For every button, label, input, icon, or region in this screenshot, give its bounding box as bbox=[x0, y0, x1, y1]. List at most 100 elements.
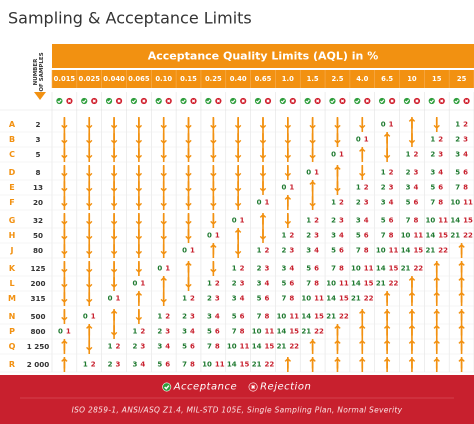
rejection-number: 11 bbox=[289, 313, 299, 321]
rejection-number: 8 bbox=[413, 217, 418, 225]
rejection-number: 4 bbox=[289, 265, 294, 273]
rejection-number: 8 bbox=[190, 361, 195, 369]
code-letter: H bbox=[9, 231, 16, 240]
arrow: ↓ bbox=[207, 165, 219, 181]
reject-icon-glyph bbox=[167, 99, 171, 103]
rejection-number: 2 bbox=[463, 121, 468, 129]
arrow: ↑ bbox=[381, 339, 393, 355]
rejection-number: 8 bbox=[438, 199, 443, 207]
acceptance-number: 2 bbox=[232, 280, 237, 288]
arrow: ↓ bbox=[332, 117, 344, 133]
arrow: ↓ bbox=[108, 243, 120, 259]
rejection-number: 1 bbox=[140, 280, 145, 288]
aql-value: 0.015 bbox=[54, 75, 76, 83]
rejection-number: 15 bbox=[240, 361, 250, 369]
acceptance-number: 21 bbox=[426, 247, 436, 255]
acceptance-number: 3 bbox=[281, 265, 286, 273]
rejection-number: 1 bbox=[289, 184, 294, 192]
acceptance-number: 0 bbox=[58, 328, 63, 336]
arrow: ↑ bbox=[406, 324, 418, 340]
arrow: ↓ bbox=[133, 243, 145, 259]
aql-value: 0.040 bbox=[103, 75, 125, 83]
arrow: ↓ bbox=[59, 276, 71, 292]
aql-value: 0.15 bbox=[180, 75, 197, 83]
arrow: ↓ bbox=[59, 228, 71, 244]
rejection-number: 1 bbox=[389, 121, 394, 129]
accept-icon-glyph bbox=[429, 99, 434, 104]
rejection-number: 2 bbox=[140, 328, 145, 336]
code-letter: K bbox=[9, 264, 16, 273]
acceptance-number: 14 bbox=[401, 247, 411, 255]
arrow: ↓ bbox=[83, 243, 95, 259]
acceptance-number: 0 bbox=[182, 247, 187, 255]
arrow: ↑ bbox=[431, 291, 443, 307]
rejection-number: 11 bbox=[364, 265, 374, 273]
arrow: ↓ bbox=[207, 195, 219, 211]
arrow: ↓ bbox=[232, 165, 244, 181]
rejection-number: 4 bbox=[463, 151, 468, 159]
rejection-number: 22 bbox=[265, 361, 275, 369]
aql-value: 15 bbox=[432, 75, 442, 83]
rejection-number: 1 bbox=[339, 151, 344, 159]
accept-icon-glyph bbox=[181, 99, 186, 104]
rejection-number: 11 bbox=[389, 247, 399, 255]
arrow: ↓ bbox=[59, 213, 71, 229]
arrow: ↓ bbox=[257, 165, 269, 181]
rejection-number: 1 bbox=[190, 247, 195, 255]
acceptance-number: 1 bbox=[406, 151, 411, 159]
acceptance-number: 2 bbox=[455, 136, 460, 144]
rejection-number: 11 bbox=[339, 280, 349, 288]
arrow: ↓ bbox=[108, 261, 120, 277]
arrow: ↑ bbox=[332, 165, 344, 181]
rejection-number: 11 bbox=[314, 295, 324, 303]
arrow: ↓ bbox=[133, 261, 145, 277]
arrow: ↓ bbox=[59, 117, 71, 133]
rejection-number: 15 bbox=[463, 217, 473, 225]
acceptance-number: 5 bbox=[281, 280, 286, 288]
arrow: ↓ bbox=[207, 213, 219, 229]
sample-size: 2 bbox=[35, 120, 40, 129]
arrow: ↑ bbox=[456, 339, 468, 355]
arrow: ↓ bbox=[133, 228, 145, 244]
sample-size: 50 bbox=[33, 231, 43, 240]
acceptance-number: 21 bbox=[301, 328, 311, 336]
acceptance-number: 3 bbox=[455, 151, 460, 159]
rejection-number: 3 bbox=[389, 184, 394, 192]
arrow: ↓ bbox=[59, 180, 71, 196]
sample-size: 1 250 bbox=[27, 342, 50, 351]
acceptance-number: 3 bbox=[306, 247, 311, 255]
arrow: ↑ bbox=[332, 339, 344, 355]
arrow: ↓ bbox=[108, 195, 120, 211]
arrow: ↓ bbox=[59, 195, 71, 211]
rejection-number: 4 bbox=[339, 232, 344, 240]
rejection-number: 6 bbox=[314, 265, 319, 273]
arrow: ↓ bbox=[59, 147, 71, 163]
arrow: ↑ bbox=[332, 357, 344, 373]
arrow: ↑ bbox=[431, 339, 443, 355]
arrow: ↓ bbox=[59, 243, 71, 259]
sample-size: 3 bbox=[35, 135, 40, 144]
rejection-number: 3 bbox=[165, 328, 170, 336]
acceptance-number: 1 bbox=[356, 184, 361, 192]
reject-icon-glyph bbox=[464, 99, 469, 103]
sample-header: NUMBER bbox=[33, 58, 39, 85]
arrow: ↓ bbox=[83, 291, 95, 307]
rejection-number: 6 bbox=[289, 280, 294, 288]
acceptance-number: 21 bbox=[351, 295, 361, 303]
acceptance-number: 14 bbox=[252, 343, 262, 351]
acceptance-number: 7 bbox=[430, 199, 435, 207]
rejection-number: 11 bbox=[240, 343, 250, 351]
acceptance-number: 1 bbox=[331, 199, 336, 207]
arrow: ↑ bbox=[381, 309, 393, 325]
arrow: ↓ bbox=[207, 261, 219, 277]
acceptance-number: 0 bbox=[257, 199, 262, 207]
arrow: ↓ bbox=[232, 180, 244, 196]
arrow: ↑ bbox=[456, 309, 468, 325]
acceptance-number: 10 bbox=[351, 265, 361, 273]
arrow: ↓ bbox=[108, 213, 120, 229]
acceptance-number: 5 bbox=[406, 199, 411, 207]
arrow: ↓ bbox=[158, 132, 170, 148]
rejection-number: 8 bbox=[389, 232, 394, 240]
arrow: ↑ bbox=[356, 309, 368, 325]
